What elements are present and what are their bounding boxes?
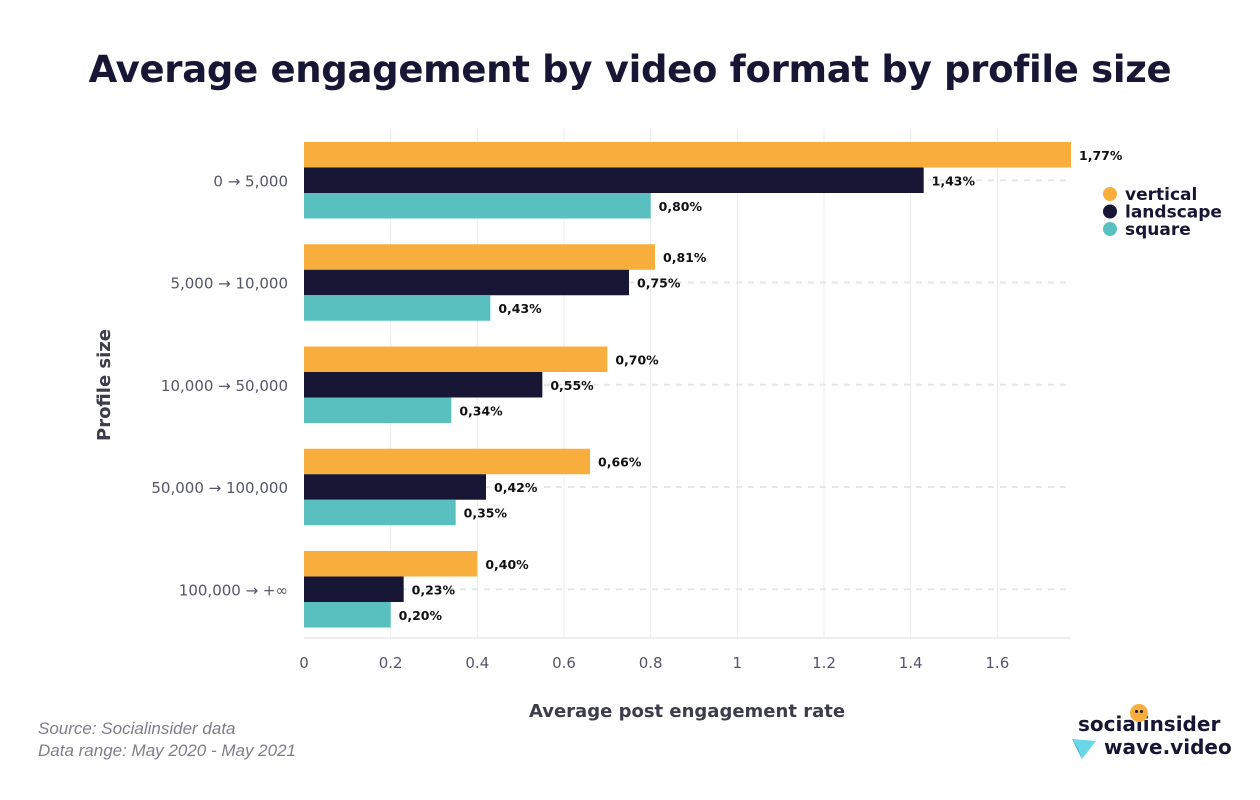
bar-landscape xyxy=(304,576,404,602)
bar-landscape xyxy=(304,269,629,296)
data-label-square: 0,35% xyxy=(464,506,508,521)
source-note: Source: Socialinsider data xyxy=(38,719,236,738)
bar-vertical xyxy=(304,244,655,270)
bar-square xyxy=(304,193,651,219)
bars xyxy=(304,142,1071,628)
bar-square xyxy=(304,397,452,423)
legend-label-square: square xyxy=(1125,220,1191,240)
category-label: 0 → 5,000 xyxy=(213,172,288,190)
legend-label-vertical: vertical xyxy=(1125,185,1197,205)
data-label-landscape: 0,55% xyxy=(550,378,594,393)
bar-square xyxy=(304,295,491,321)
category-label: 5,000 → 10,000 xyxy=(170,275,288,293)
bar-vertical xyxy=(304,142,1071,168)
data-label-vertical: 0,81% xyxy=(663,250,707,265)
data-label-vertical: 0,66% xyxy=(598,455,642,470)
data-label-landscape: 1,43% xyxy=(932,173,976,188)
data-label-square: 0,20% xyxy=(399,608,443,623)
wave-video-mark-icon xyxy=(1072,739,1096,759)
category-label: 100,000 → +∞ xyxy=(179,581,288,599)
bar-landscape xyxy=(304,474,486,500)
socialinsider-logo-text: socialinsider xyxy=(1078,712,1221,736)
x-tick-label: 0 xyxy=(299,654,309,672)
bar-vertical xyxy=(304,448,590,475)
data-labels: 1,77% 1,43% 0,80% 0,81% 0,75% 0,43% 0,70% 0,55%… xyxy=(399,148,1123,623)
data-label-square: 0,34% xyxy=(459,403,503,418)
legend-label-landscape: landscape xyxy=(1125,203,1222,223)
category-labels: 0 → 5,000 5,000 → 10,000 10,000 → 50,000 50… xyxy=(151,172,288,599)
x-tick-label: 0.8 xyxy=(639,654,663,672)
bar-landscape xyxy=(304,372,543,398)
x-tick-label: 1.6 xyxy=(985,654,1009,672)
x-tick-labels: 0 0.2 0.4 0.6 0.8 1 1.2 1.4 1.6 xyxy=(299,654,1009,672)
category-label: 10,000 → 50,000 xyxy=(161,377,288,395)
bar-vertical xyxy=(304,551,478,577)
data-label-landscape: 0,23% xyxy=(412,582,456,597)
chart-title: Average engagement by video format by pr… xyxy=(88,48,1172,91)
bar-square xyxy=(304,499,456,526)
legend-marker-square xyxy=(1103,222,1117,236)
x-tick-label: 1.4 xyxy=(899,654,923,672)
data-label-square: 0,43% xyxy=(498,301,542,316)
data-label-vertical: 0,40% xyxy=(485,557,529,572)
data-range-note: Data range: May 2020 - May 2021 xyxy=(38,741,296,760)
x-tick-label: 1 xyxy=(733,654,743,672)
socialinsider-logo: socialinsider xyxy=(1078,704,1221,736)
x-tick-label: 0.4 xyxy=(465,654,489,672)
data-label-vertical: 0,70% xyxy=(615,352,659,367)
category-label: 50,000 → 100,000 xyxy=(151,479,288,497)
x-tick-label: 0.6 xyxy=(552,654,576,672)
x-tick-label: 0.2 xyxy=(379,654,403,672)
wave-video-logo: wave.video xyxy=(1070,735,1232,763)
bar-square xyxy=(304,602,391,628)
data-label-landscape: 0,42% xyxy=(494,480,538,495)
bar-landscape xyxy=(304,167,924,193)
y-axis-label: Profile size xyxy=(94,329,115,441)
socialinsider-dot-icon xyxy=(1130,704,1148,722)
data-label-vertical: 1,77% xyxy=(1079,148,1123,163)
x-tick-label: 1.2 xyxy=(812,654,836,672)
x-axis-label: Average post engagement rate xyxy=(529,701,845,722)
bar-vertical xyxy=(304,346,608,372)
wave-video-logo-text: wave.video xyxy=(1104,735,1232,759)
legend-marker-vertical xyxy=(1103,187,1117,201)
legend-marker-landscape xyxy=(1103,204,1117,219)
data-label-square: 0,80% xyxy=(659,199,703,214)
data-label-landscape: 0,75% xyxy=(637,276,681,291)
